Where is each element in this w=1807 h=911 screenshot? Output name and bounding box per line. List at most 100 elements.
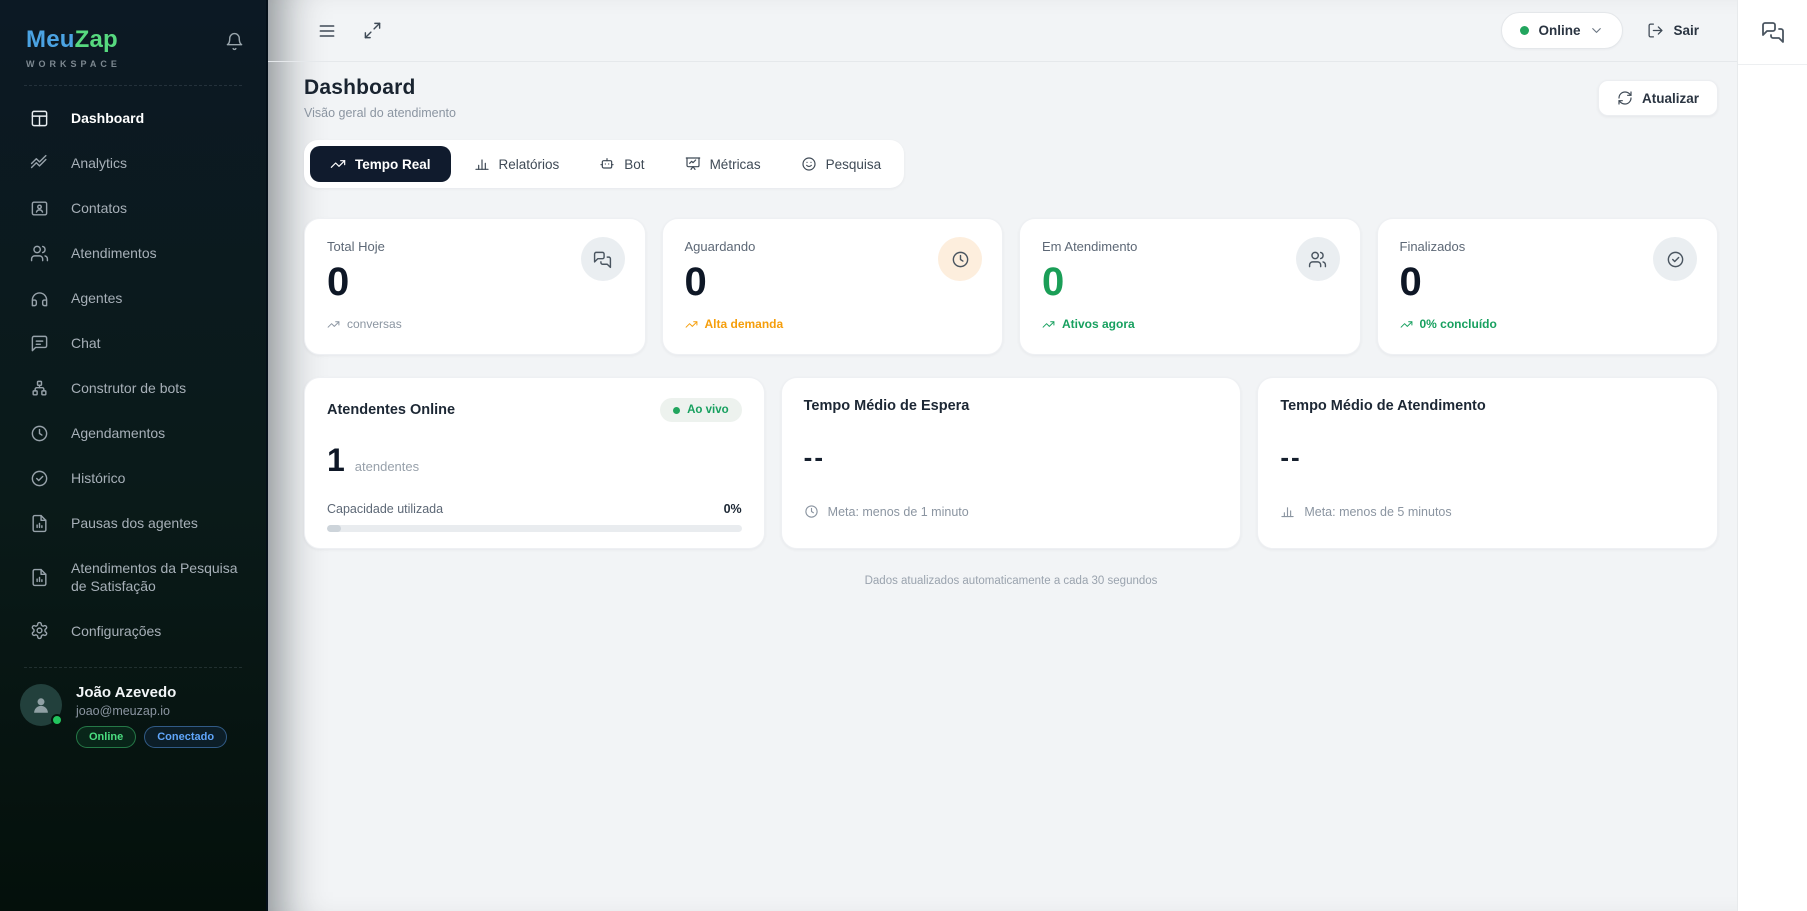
logo-block: MeuZap WORKSPACE xyxy=(0,0,266,69)
file-chart-icon xyxy=(32,514,47,533)
sidebar-item-label: Atendimentos xyxy=(71,245,157,262)
stat-card-total-hoje: Total Hoje 0 conversas xyxy=(304,218,646,355)
live-dot xyxy=(673,406,681,414)
stat-card-finalizados: Finalizados 0 0% concluído xyxy=(1376,218,1718,355)
sidebar-item-label: Agendamentos xyxy=(71,425,166,442)
tab-label: Métricas xyxy=(709,156,761,172)
live-badge: Ao vivo xyxy=(660,398,742,422)
stat-note: 0% concluído xyxy=(1400,317,1696,331)
panels-row: Atendentes Online Ao vivo 1 atendentes C… xyxy=(304,377,1718,549)
sidebar-item-pausas-dos-agentes[interactable]: Pausas dos agentes xyxy=(0,501,266,546)
sidebar-item-agendamentos[interactable]: Agendamentos xyxy=(0,411,266,456)
bar-chart-icon xyxy=(474,159,489,170)
bell-icon[interactable] xyxy=(225,32,244,51)
tab-metricas[interactable]: Métricas xyxy=(668,146,778,182)
clock-icon xyxy=(938,237,982,281)
tab-tempo-real[interactable]: Tempo Real xyxy=(310,146,451,182)
presence-label: Online xyxy=(1538,23,1581,38)
tab-label: Bot xyxy=(624,156,645,172)
capacity-label: Capacidade utilizada xyxy=(327,502,444,516)
tab-label: Tempo Real xyxy=(355,156,431,172)
presentation-icon xyxy=(685,157,700,170)
profile-info: João Azevedo joao@meuzap.io Online Conec… xyxy=(76,684,228,749)
sidebar-item-pesquisa-satisfacao[interactable]: Atendimentos da Pesquisa de Satisfação xyxy=(0,546,266,608)
tab-pesquisa[interactable]: Pesquisa xyxy=(784,146,899,182)
profile-email: joao@meuzap.io xyxy=(76,704,170,719)
fullscreen-icon[interactable] xyxy=(359,17,386,44)
menu-icon[interactable] xyxy=(313,17,341,45)
sidebar-item-label: Configurações xyxy=(71,622,162,639)
bot-icon xyxy=(600,158,614,169)
sidebar-item-configuracoes[interactable]: Configurações xyxy=(0,608,266,653)
panel-meta: Meta: menos de 5 minutos xyxy=(1280,504,1695,519)
panel-title: Atendentes Online xyxy=(327,402,456,418)
trending-up-icon xyxy=(1042,320,1055,328)
sidebar-item-contatos[interactable]: Contatos xyxy=(0,186,266,231)
user-profile: João Azevedo joao@meuzap.io Online Conec… xyxy=(0,668,266,749)
contacts-icon xyxy=(31,201,48,216)
panel-atendentes-online: Atendentes Online Ao vivo 1 atendentes C… xyxy=(304,377,765,549)
chat-panel-icon[interactable] xyxy=(1761,20,1785,44)
logout-button[interactable]: Sair xyxy=(1647,22,1699,39)
app-logo: MeuZap xyxy=(26,26,242,54)
stat-note: conversas xyxy=(327,317,623,331)
panel-meta: Meta: menos de 1 minuto xyxy=(804,504,1219,519)
logo-part-zap: Zap xyxy=(74,26,118,53)
main-area: Online Sair Dashboard Visão geral do ate… xyxy=(268,0,1737,911)
tab-bot[interactable]: Bot xyxy=(582,146,661,182)
panel-tempo-medio-atendimento: Tempo Médio de Atendimento -- Meta: meno… xyxy=(1257,377,1718,549)
chat-bubbles-icon xyxy=(580,237,625,281)
trending-up-icon xyxy=(685,320,697,328)
auto-refresh-note: Dados atualizados automaticamente a cada… xyxy=(864,575,1158,587)
sidebar-item-atendimentos[interactable]: Atendimentos xyxy=(0,231,266,276)
refresh-button[interactable]: Atualizar xyxy=(1597,80,1718,116)
sidebar-item-construtor-de-bots[interactable]: Construtor de bots xyxy=(0,366,266,411)
headset-icon xyxy=(31,292,48,307)
topbar: Online Sair xyxy=(268,0,1737,62)
panel-title: Tempo Médio de Atendimento xyxy=(1280,398,1486,414)
sidebar-item-label: Construtor de bots xyxy=(71,380,187,397)
sidebar-item-label: Dashboard xyxy=(71,110,145,127)
sidebar-item-historico[interactable]: Histórico xyxy=(0,456,266,501)
panel-title: Tempo Médio de Espera xyxy=(803,398,970,414)
right-rail xyxy=(1737,0,1807,911)
capacity-value: 0% xyxy=(723,502,742,516)
gear-icon xyxy=(31,622,48,640)
refresh-icon xyxy=(1618,91,1632,105)
tab-relatorios[interactable]: Relatórios xyxy=(457,146,577,182)
agents-count: 1 xyxy=(327,442,345,478)
page-title: Dashboard xyxy=(304,76,416,99)
profile-divider xyxy=(24,667,242,669)
presence-dropdown[interactable]: Online xyxy=(1501,12,1624,49)
trending-up-icon xyxy=(327,320,340,328)
avatar xyxy=(20,684,63,727)
sidebar-item-label: Chat xyxy=(71,335,101,352)
stat-title: Em Atendimento xyxy=(1042,239,1138,254)
sidebar-item-label: Agentes xyxy=(71,290,123,307)
profile-name: João Azevedo xyxy=(76,684,177,702)
sidebar-item-label: Analytics xyxy=(71,155,128,172)
stat-value: 0 xyxy=(684,260,707,304)
sidebar-divider xyxy=(24,85,242,86)
trending-up-icon xyxy=(330,160,346,168)
user-icon xyxy=(34,698,48,714)
sidebar-item-chat[interactable]: Chat xyxy=(0,321,266,366)
stat-note: Ativos agora xyxy=(1042,317,1338,331)
logo-part-meu: Meu xyxy=(26,26,75,53)
sidebar-item-analytics[interactable]: Analytics xyxy=(0,141,266,186)
analytics-icon xyxy=(30,154,47,169)
capacity-progress-fill xyxy=(327,525,341,532)
sidebar: MeuZap WORKSPACE Dashboard Analytics Con… xyxy=(0,0,268,911)
panel-tempo-medio-espera: Tempo Médio de Espera -- Meta: menos de … xyxy=(780,377,1242,549)
tab-label: Relatórios xyxy=(498,156,560,172)
sidebar-nav: Dashboard Analytics Contatos Atendimento… xyxy=(0,96,266,653)
stat-note: Alta demanda xyxy=(685,317,981,331)
presence-dot xyxy=(1520,26,1530,35)
sidebar-item-dashboard[interactable]: Dashboard xyxy=(0,96,266,141)
bar-chart-icon xyxy=(1281,507,1295,518)
stat-title: Total Hoje xyxy=(327,239,385,254)
sidebar-item-agentes[interactable]: Agentes xyxy=(0,276,266,321)
stat-title: Aguardando xyxy=(684,239,756,254)
capacity-progress-bar xyxy=(327,525,742,532)
workspace-label: WORKSPACE xyxy=(26,59,121,69)
